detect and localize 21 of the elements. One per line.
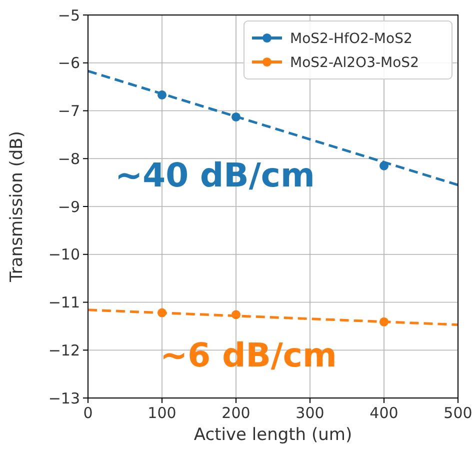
y-tick-label: −13 <box>48 389 80 408</box>
annotation: ~6 dB/cm <box>160 336 337 375</box>
x-tick-label: 100 <box>148 404 176 422</box>
legend-label: MoS2-Al2O3-MoS2 <box>290 54 419 71</box>
x-tick-label: 500 <box>444 404 472 422</box>
y-axis-title: Transmission (dB) <box>7 131 27 283</box>
y-tick-label: −8 <box>58 150 80 168</box>
x-tick-label: 400 <box>370 404 398 422</box>
y-tick-label: −6 <box>58 54 80 72</box>
y-tick-label: −11 <box>48 294 80 312</box>
x-tick-label: 200 <box>222 404 250 422</box>
y-tick-label: −7 <box>58 102 80 120</box>
y-tick-label: −9 <box>58 198 80 216</box>
y-tick-label: −12 <box>48 341 80 360</box>
legend-label: MoS2-HfO2-MoS2 <box>290 30 412 47</box>
x-axis-title: Active length (um) <box>194 425 352 445</box>
x-tick-label: 0 <box>83 404 93 422</box>
annotation: ~40 dB/cm <box>115 156 315 195</box>
y-tick-label: −10 <box>48 246 80 264</box>
x-tick-label: 300 <box>296 404 324 422</box>
y-tick-label: −5 <box>58 6 80 24</box>
